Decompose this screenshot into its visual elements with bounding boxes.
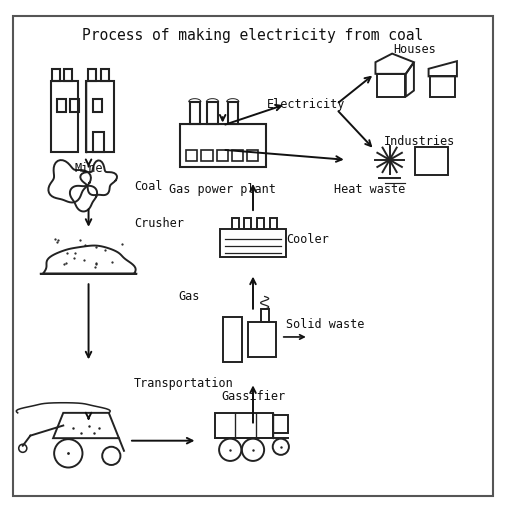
Bar (215, 413, 273, 438)
Bar (189, 102, 199, 124)
Bar (257, 218, 264, 229)
Text: Heat waste: Heat waste (333, 183, 404, 196)
Bar (222, 317, 241, 362)
Bar (260, 309, 268, 322)
Bar (429, 76, 454, 97)
Text: Transportation: Transportation (134, 377, 233, 390)
Text: Gassifier: Gassifier (221, 390, 284, 403)
Bar (186, 150, 197, 161)
Bar (231, 150, 242, 161)
Bar (216, 150, 227, 161)
Bar (52, 69, 60, 81)
Bar (220, 229, 285, 257)
Bar (92, 132, 104, 152)
Bar (57, 99, 66, 112)
Text: Houses: Houses (393, 43, 435, 56)
Bar (70, 99, 79, 112)
Bar (246, 150, 258, 161)
Bar (247, 322, 275, 357)
Bar (64, 69, 72, 81)
Bar (179, 124, 265, 167)
Bar (92, 99, 102, 112)
Bar (201, 150, 212, 161)
Bar (273, 415, 288, 433)
Text: Crusher: Crusher (134, 217, 184, 229)
Text: Coal: Coal (134, 180, 162, 193)
Text: Mine: Mine (74, 162, 103, 176)
Bar (50, 81, 78, 152)
Bar (376, 74, 404, 97)
Text: Solid waste: Solid waste (285, 318, 364, 331)
Bar (88, 69, 96, 81)
Bar (101, 69, 109, 81)
Text: Gas power plant: Gas power plant (169, 183, 276, 196)
Bar (414, 147, 447, 175)
Text: Gas: Gas (178, 290, 199, 303)
Text: Process of making electricity from coal: Process of making electricity from coal (82, 28, 423, 44)
Text: Electricity: Electricity (267, 98, 344, 111)
Bar (86, 81, 114, 152)
Bar (269, 218, 276, 229)
Text: Cooler: Cooler (285, 233, 328, 246)
Bar (207, 102, 217, 124)
Text: Industries: Industries (384, 135, 454, 147)
Bar (231, 218, 238, 229)
FancyBboxPatch shape (13, 16, 492, 496)
Bar (227, 102, 237, 124)
Bar (244, 218, 251, 229)
